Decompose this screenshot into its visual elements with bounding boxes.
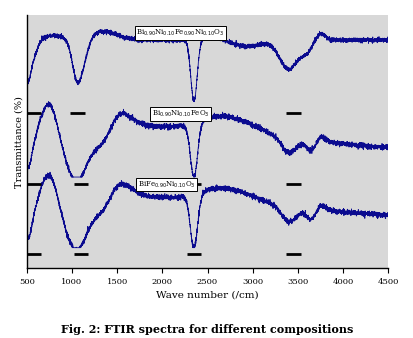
X-axis label: Wave number (/cm): Wave number (/cm) bbox=[156, 290, 258, 299]
Text: Bi$_{0.90}$Ni$_{0.10}$Fe$_{0.90}$Ni$_{0.10}$O$_3$: Bi$_{0.90}$Ni$_{0.10}$Fe$_{0.90}$Ni$_{0.… bbox=[136, 28, 224, 39]
Text: BiFe$_{0.90}$Ni$_{0.10}$O$_3$: BiFe$_{0.90}$Ni$_{0.10}$O$_3$ bbox=[138, 179, 195, 190]
Text: Fig. 2: FTIR spectra for different compositions: Fig. 2: FTIR spectra for different compo… bbox=[61, 323, 352, 335]
Text: Bi$_{0.90}$Ni$_{0.10}$FeO$_3$: Bi$_{0.90}$Ni$_{0.10}$FeO$_3$ bbox=[151, 109, 209, 119]
Y-axis label: Transmittance (%): Transmittance (%) bbox=[15, 96, 24, 188]
